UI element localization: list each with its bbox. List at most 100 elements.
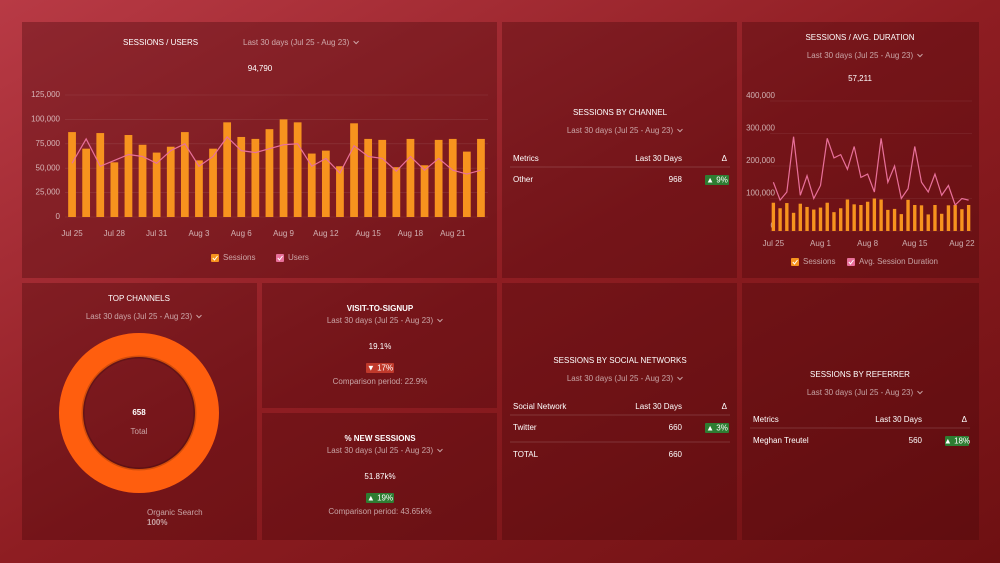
bar [336,166,344,217]
bar [364,138,373,217]
bar [805,206,809,231]
column-header: Δ [722,154,728,163]
panel [502,283,737,540]
column-header: Last 30 Days [635,402,682,411]
panel [502,22,737,278]
column-header: Social Network [513,402,567,411]
x-tick-label: Aug 9 [273,229,294,238]
x-tick-label: Aug 21 [440,229,466,238]
bar [392,167,401,217]
x-tick-label: Aug 3 [188,229,209,238]
row-label: Meghan Treutel [753,436,809,445]
kpi-comparison: Comparison period: 22.9% [333,377,428,386]
donut-inner-shade [81,355,197,471]
bar [906,199,910,231]
bar [839,208,843,231]
x-tick-label: Aug 15 [902,239,928,248]
change-badge [366,493,394,503]
dropdown-caret [353,40,359,45]
bar [960,209,964,231]
bar [265,129,274,217]
kpi-value: 19.1% [369,342,392,351]
bar [919,205,924,231]
bar [771,202,776,231]
bar [96,133,105,217]
legend-swatch [276,254,284,262]
table-title: SESSIONS BY SOCIAL NETWORKS [553,356,686,365]
kpi-title: % NEW SESSIONS [344,434,416,443]
bar [434,139,443,217]
dropdown-caret [437,448,443,453]
bar [825,202,829,231]
x-tick-label: Aug 12 [313,229,339,238]
bar [798,203,802,231]
legend-check [277,255,283,261]
bar [859,205,863,231]
change-badge [366,363,394,373]
column-header: Δ [722,402,728,411]
bar [926,214,930,231]
dropdown-caret [917,53,923,58]
subtitle: Last 30 days (Jul 25 - Aug 23) [327,446,434,455]
bar [406,138,415,217]
bar [68,132,76,217]
bar [946,205,951,231]
row-delta: ▲ 9% [706,176,728,185]
subtitle: Last 30 days (Jul 25 - Aug 23) [807,51,914,60]
chart-title: SESSIONS / AVG. DURATION [805,33,914,42]
x-tick-label: Jul 25 [61,229,83,238]
legend-swatch [211,254,219,262]
bar [940,213,944,231]
bar [818,207,823,231]
bar [293,122,302,217]
kpi-comparison: Comparison period: 43.65k% [328,507,431,516]
bar [82,148,91,217]
column-header: Δ [962,415,968,424]
bar [237,136,246,217]
bar [279,119,288,217]
x-tick-label: Aug 6 [231,229,252,238]
bar [223,122,232,217]
bar [124,135,133,217]
pie-slice [58,333,219,493]
bar [892,208,897,231]
x-tick-label: Aug 18 [398,229,424,238]
row-label: Twitter [513,423,537,432]
bar [899,214,903,231]
legend-label: Sessions [223,253,255,262]
kpi-title: VISIT-TO-SIGNUP [347,304,414,313]
subtitle: Last 30 days (Jul 25 - Aug 23) [567,374,674,383]
bar [307,153,316,217]
bar [350,123,358,217]
y-tick-label: 25,000 [36,188,61,197]
x-tick-label: Aug 22 [949,239,975,248]
column-header: Last 30 Days [635,154,682,163]
bar [477,138,485,217]
table-title: SESSIONS BY CHANNEL [573,108,668,117]
y-tick-label: 100,000 [746,189,775,198]
bar [321,150,330,217]
center-label: Total [131,427,148,436]
bar [832,212,836,231]
bar [152,152,161,217]
legend-label: Sessions [803,257,835,266]
x-tick-label: Jul 31 [146,229,168,238]
bar [886,209,890,231]
row-delta: ▲ 3% [706,424,728,433]
panel [742,283,979,540]
bar [785,203,789,231]
panel [22,22,497,278]
dropdown-caret [437,318,443,323]
y-tick-label: 75,000 [36,139,61,148]
y-tick-label: 0 [56,212,61,221]
dropdown-caret [917,390,923,395]
subtitle: Last 30 days (Jul 25 - Aug 23) [807,388,914,397]
legend-label: Users [288,253,309,262]
chart-title: TOP CHANNELS [108,294,170,303]
panel [262,283,497,408]
total-label: TOTAL [513,450,539,459]
dropdown-caret [677,376,683,381]
x-tick-label: Aug 15 [355,229,381,238]
bar [852,204,856,231]
bar [966,205,971,231]
